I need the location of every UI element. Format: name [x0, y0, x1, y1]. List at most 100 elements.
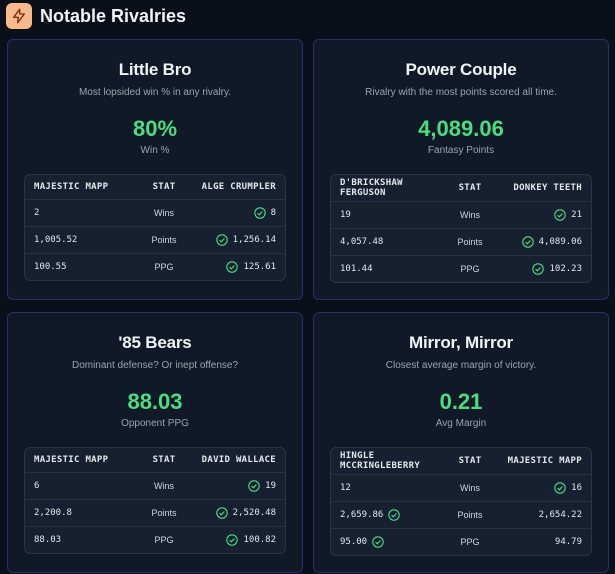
stat-label: Points: [151, 235, 177, 245]
right-value: 4,089.06: [538, 237, 582, 247]
right-team-header: DAVID WALLACE: [201, 455, 276, 465]
stat-label: Points: [457, 510, 483, 520]
check-circle-icon: [554, 209, 566, 221]
left-value: 2,200.8: [34, 508, 72, 518]
left-value: 6: [34, 481, 40, 491]
stat-header: STAT: [458, 456, 482, 466]
table-row: 12 Wins 16: [331, 474, 591, 501]
stat-label: Points: [457, 237, 483, 247]
left-value: 88.03: [34, 535, 62, 545]
card-description: Dominant defense? Or inept offense?: [71, 360, 239, 371]
rivalry-table: D'BRICKSHAW FERGUSON STAT DONKEY TEETH 1…: [330, 174, 592, 283]
card-unit: Win %: [140, 145, 170, 156]
card-title: Power Couple: [405, 60, 517, 79]
stat-label: Wins: [154, 481, 174, 491]
right-value: 1,256.14: [232, 235, 276, 245]
left-value: 101.44: [340, 264, 373, 274]
left-value: 4,057.48: [340, 237, 384, 247]
left-value: 1,005.52: [34, 235, 78, 245]
right-value: 19: [265, 481, 276, 491]
check-circle-icon: [521, 236, 534, 248]
card-description: Most lopsided win % in any rivalry.: [78, 87, 232, 98]
stat-label: Wins: [154, 208, 174, 218]
table-row: 19 Wins 21: [331, 201, 591, 228]
stat-header: STAT: [152, 455, 176, 465]
right-value: 21: [571, 210, 582, 220]
left-team-header: MAJESTIC MAPP: [34, 182, 109, 192]
table-header-row: D'BRICKSHAW FERGUSON STAT DONKEY TEETH: [331, 175, 591, 201]
table-row: 88.03 PPG 100.82: [25, 526, 285, 553]
stat-label: Wins: [460, 210, 480, 220]
right-value: 100.82: [243, 535, 276, 545]
right-value: 2,520.48: [232, 508, 276, 518]
left-value: 12: [340, 483, 351, 493]
left-team-header: D'BRICKSHAW FERGUSON: [340, 178, 403, 198]
check-circle-icon: [226, 534, 239, 546]
card-unit: Fantasy Points: [427, 145, 495, 156]
check-circle-icon: [532, 263, 545, 275]
card-unit: Avg Margin: [435, 418, 487, 429]
right-value: 16: [571, 483, 582, 493]
right-value: 8: [270, 208, 276, 218]
left-value: 2,659.86: [340, 510, 384, 520]
card-title: Mirror, Mirror: [409, 333, 513, 352]
page-header: Notable Rivalries: [6, 2, 186, 30]
right-value: 94.79: [554, 537, 582, 547]
card-value: 80%: [132, 116, 178, 141]
right-value: 102.23: [549, 264, 582, 274]
right-team-header: DONKEY TEETH: [513, 183, 582, 193]
card-description: Rivalry with the most points scored all …: [365, 87, 557, 98]
right-team-header: MAJESTIC MAPP: [507, 456, 582, 466]
page-title: Notable Rivalries: [40, 5, 187, 26]
left-team-header: MAJESTIC MAPP: [34, 455, 109, 465]
check-circle-icon: [248, 480, 260, 492]
check-circle-icon: [554, 482, 566, 494]
card-value: 4,089.06: [418, 116, 504, 141]
table-row: 100.55 PPG 125.61: [25, 253, 285, 280]
right-value: 2,654.22: [538, 510, 582, 520]
rivalry-card-mirror-mirror: Mirror, Mirror Closest average margin of…: [313, 312, 609, 573]
check-circle-icon: [372, 536, 384, 548]
rivalry-card-85-bears: '85 Bears Dominant defense? Or inept off…: [7, 312, 303, 573]
left-value: 19: [340, 210, 351, 220]
table-header-row: HINGLE MCCRINGLEBERRY STAT MAJESTIC MAPP: [331, 448, 591, 474]
stat-label: Points: [151, 508, 177, 518]
stat-header: STAT: [458, 183, 482, 193]
card-unit: Opponent PPG: [121, 418, 189, 429]
stat-label: PPG: [154, 262, 174, 272]
left-value: 100.55: [34, 262, 67, 272]
card-description: Closest average margin of victory.: [385, 360, 537, 371]
table-row: 4,057.48 Points 4,089.06: [331, 228, 591, 255]
left-value: 95.00: [340, 537, 368, 547]
stat-header: STAT: [152, 182, 176, 192]
table-row: 2,200.8 Points 2,520.48: [25, 499, 285, 526]
table-row: 101.44 PPG 102.23: [331, 255, 591, 282]
check-circle-icon: [226, 261, 239, 273]
right-value: 125.61: [243, 262, 276, 272]
table-row: 2,659.86 Points 2,654.22: [331, 501, 591, 528]
lightning-icon: [6, 3, 32, 29]
card-title: '85 Bears: [118, 333, 192, 352]
card-title: Little Bro: [118, 60, 192, 79]
card-value: 0.21: [439, 389, 483, 414]
table-row: 2 Wins 8: [25, 199, 285, 226]
card-value: 88.03: [127, 389, 183, 414]
rivalry-table: HINGLE MCCRINGLEBERRY STAT MAJESTIC MAPP…: [330, 447, 592, 556]
check-circle-icon: [388, 509, 401, 521]
stat-label: Wins: [460, 483, 480, 493]
stat-label: PPG: [154, 535, 174, 545]
right-team-header: ALGE CRUMPLER: [201, 182, 276, 192]
table-header-row: MAJESTIC MAPP STAT ALGE CRUMPLER: [25, 175, 285, 199]
table-row: 1,005.52 Points 1,256.14: [25, 226, 285, 253]
rivalry-table: MAJESTIC MAPP STAT ALGE CRUMPLER 2 Wins …: [24, 174, 286, 281]
table-row: 6 Wins 19: [25, 472, 285, 499]
table-row: 95.00 PPG 94.79: [331, 528, 591, 555]
check-circle-icon: [215, 234, 228, 246]
stat-label: PPG: [460, 537, 480, 547]
rivalry-card-little-bro: Little Bro Most lopsided win % in any ri…: [7, 39, 303, 300]
stat-label: PPG: [460, 264, 480, 274]
rivalry-table: MAJESTIC MAPP STAT DAVID WALLACE 6 Wins …: [24, 447, 286, 554]
table-header-row: MAJESTIC MAPP STAT DAVID WALLACE: [25, 448, 285, 472]
rivalry-card-power-couple: Power Couple Rivalry with the most point…: [313, 39, 609, 300]
check-circle-icon: [215, 507, 228, 519]
